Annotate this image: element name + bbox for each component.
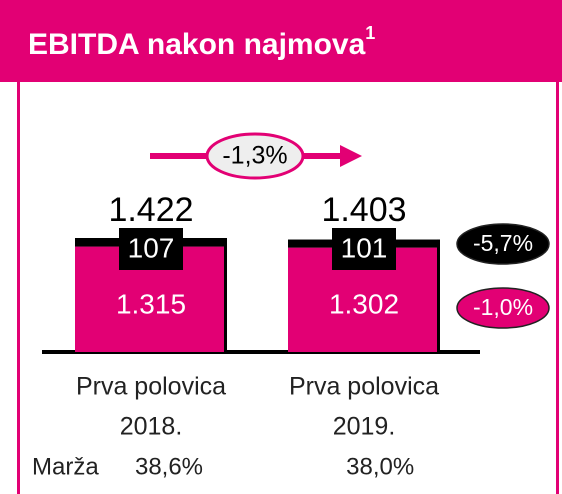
category-label: Prva polovica: [289, 373, 439, 401]
title: EBITDA nakon najmova1: [28, 23, 375, 61]
segment-label: 1.315: [116, 288, 186, 319]
change-badge: [456, 287, 550, 329]
category-label: Prva polovica: [76, 373, 226, 401]
margin-label: Marža: [32, 453, 99, 480]
bar-edge: [224, 238, 227, 352]
change-badge-label: -5,7%: [473, 230, 533, 256]
segment-label-box: [119, 228, 183, 270]
category-label: 2018.: [120, 413, 183, 441]
total-label: 1.403: [321, 191, 406, 229]
header: [0, 0, 562, 82]
category-label: 2019.: [333, 413, 396, 441]
change-bubble: [205, 132, 305, 180]
segment-label: 1.302: [329, 288, 399, 319]
left-border: [17, 82, 20, 494]
change-badge-label: -1,0%: [473, 294, 533, 320]
segment-label-box: [332, 228, 396, 270]
segment-label: 107: [128, 232, 175, 263]
margin-value: 38,0%: [346, 453, 414, 480]
bar-edge: [437, 239, 440, 352]
right-border: [556, 82, 559, 494]
title-text: EBITDA nakon najmova: [28, 28, 366, 61]
total-label: 1.422: [108, 191, 193, 229]
footnote-mark: 1: [365, 23, 375, 43]
change-badge: [456, 223, 550, 265]
margin-value: 38,6%: [135, 453, 203, 480]
change-label: -1,3%: [222, 142, 287, 170]
arrow-head: [340, 145, 362, 167]
segment-label: 101: [341, 232, 388, 263]
